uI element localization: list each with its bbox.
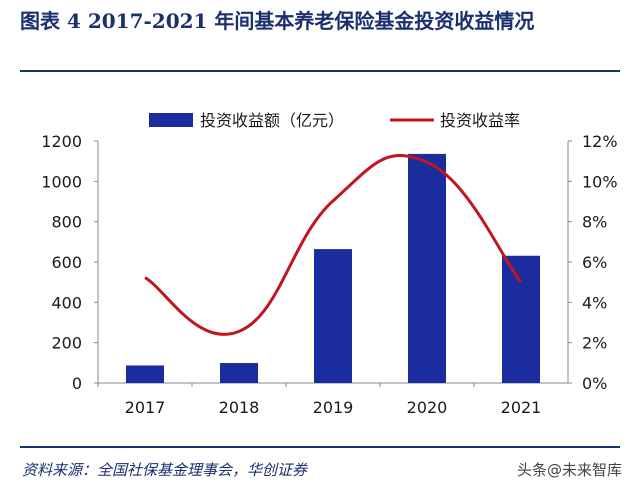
- left-tick-label: 800: [51, 213, 82, 232]
- bar: [314, 249, 352, 383]
- left-tick-label: 1000: [41, 172, 82, 191]
- chart-title: 图表 4 2017-2021 年间基本养老保险基金投资收益情况: [20, 9, 535, 33]
- left-tick-label: 1200: [41, 132, 82, 151]
- left-tick-label: 600: [51, 253, 82, 272]
- legend-swatch-bar: [149, 113, 193, 127]
- x-tick-label: 2017: [125, 398, 166, 417]
- source-note: 资料来源：全国社保基金理事会，华创证券: [22, 461, 308, 479]
- chart-canvas: 0 200 400 600 800 1000 1200 0% 2% 4% 6% 8% 10% 12% 201…: [41, 111, 618, 417]
- left-tick-label: 0: [72, 374, 82, 393]
- bar: [220, 363, 258, 383]
- x-tick-label: 2019: [313, 398, 354, 417]
- x-tick-label: 2021: [501, 398, 542, 417]
- left-tick-label: 400: [51, 293, 82, 312]
- legend-label-bar: 投资收益额（亿元）: [200, 111, 344, 130]
- right-tick-label: 10%: [582, 172, 618, 191]
- right-tick-label: 8%: [582, 213, 607, 232]
- bar: [408, 153, 446, 383]
- title-divider: [20, 70, 620, 72]
- watermark-text: 头条@未来智库: [516, 461, 622, 479]
- right-tick-label: 6%: [582, 253, 607, 272]
- footer-divider: [20, 446, 620, 448]
- bar: [126, 365, 164, 383]
- x-tick-label: 2020: [407, 398, 448, 417]
- right-tick-label: 0%: [582, 374, 607, 393]
- right-tick-label: 2%: [582, 334, 607, 353]
- x-tick-label: 2018: [219, 398, 260, 417]
- left-tick-label: 200: [51, 334, 82, 353]
- legend-label-line: 投资收益率: [440, 111, 520, 130]
- right-tick-label: 4%: [582, 293, 607, 312]
- right-tick-label: 12%: [582, 132, 618, 151]
- bar: [502, 255, 540, 383]
